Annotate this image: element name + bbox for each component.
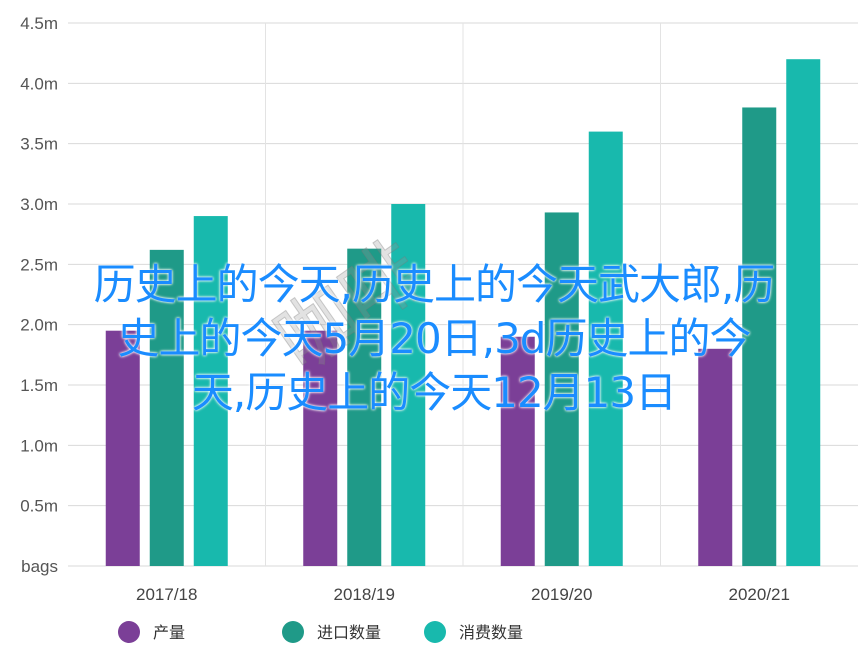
legend-swatch	[424, 621, 446, 643]
legend-swatch	[118, 621, 140, 643]
y-tick-label: 1.0m	[20, 436, 58, 455]
x-tick-label: 2018/19	[334, 585, 395, 604]
y-tick-label: 4.5m	[20, 14, 58, 33]
grid-lines	[68, 22, 858, 567]
bar	[149, 249, 184, 566]
bar	[193, 216, 228, 567]
legend: 产量 进口数量 消费数量	[118, 621, 523, 643]
y-tick-label: 3.5m	[20, 135, 58, 154]
bar	[347, 248, 382, 566]
bars	[105, 59, 821, 567]
y-tick-label: 1.5m	[20, 376, 58, 395]
bar	[105, 330, 140, 566]
bar	[786, 59, 821, 566]
y-tick-label: bags	[21, 557, 58, 576]
bar	[500, 336, 535, 566]
x-tick-label: 2019/20	[531, 585, 592, 604]
y-tick-label: 2.5m	[20, 255, 58, 274]
legend-swatch	[282, 621, 304, 643]
bar	[303, 330, 338, 566]
bar	[742, 107, 777, 566]
legend-label: 产量	[153, 624, 185, 642]
y-axis: bags 0.5m 1.0m 1.5m 2.0m 2.5m 3.0m 3.5m 4.0m 4.5m	[20, 14, 58, 576]
y-tick-label: 0.5m	[20, 497, 58, 516]
legend-label: 消费数量	[459, 624, 523, 642]
x-tick-label: 2017/18	[136, 585, 197, 604]
legend-label: 进口数量	[317, 624, 381, 642]
y-tick-label: 2.0m	[20, 316, 58, 335]
x-tick-label: 2020/21	[729, 585, 790, 604]
bar	[698, 348, 733, 566]
y-tick-label: 4.0m	[20, 74, 58, 93]
y-tick-label: 3.0m	[20, 195, 58, 214]
x-axis: 2017/18 2018/19 2019/20 2020/21	[136, 585, 790, 604]
bar	[544, 212, 579, 567]
bar	[391, 204, 426, 566]
bar	[588, 131, 623, 566]
